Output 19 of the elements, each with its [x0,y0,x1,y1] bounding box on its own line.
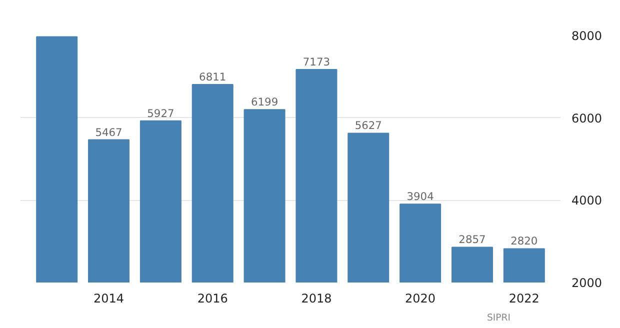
text: SIPRI [486,312,510,324]
y-tick-label: 2000 [572,276,602,290]
data-label: 2820 [510,234,538,248]
data-label: 3904 [406,190,434,204]
x-tick-label: 2018 [301,292,332,306]
data-label: 6199 [250,96,278,109]
data-label: 5927 [147,106,174,120]
data-label: 5467 [95,126,122,139]
data-label: 5627 [354,119,382,132]
x-tick-label: 2020 [405,292,436,306]
y-tick-label: 8000 [572,29,602,43]
data-label: 6811 [199,70,226,84]
x-tick-label: 2014 [94,292,124,306]
data-label: 7173 [302,56,330,69]
y-tick-label: 6000 [572,111,602,126]
data-label: 2857 [458,233,486,246]
y-tick-label: 4000 [572,194,602,208]
x-tick-label: 2016 [197,292,228,306]
x-tick-label: 2022 [508,292,540,306]
